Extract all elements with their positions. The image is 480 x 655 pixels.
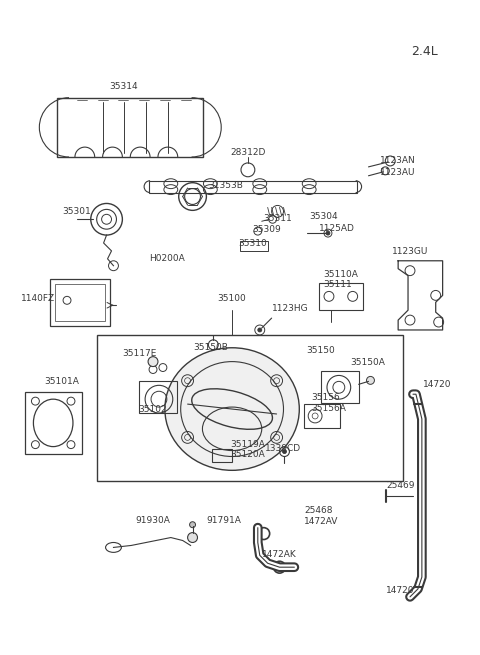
- Text: 35156A: 35156A: [311, 404, 346, 413]
- Circle shape: [367, 377, 374, 384]
- Text: 35150: 35150: [307, 346, 336, 354]
- Text: 35101A: 35101A: [45, 377, 80, 386]
- Text: 35309: 35309: [252, 225, 281, 234]
- Text: 35100: 35100: [218, 294, 246, 303]
- Text: 35117E: 35117E: [122, 348, 156, 358]
- Text: 25469: 25469: [386, 481, 415, 490]
- Bar: [149, 181, 357, 193]
- Text: 35119A: 35119A: [230, 440, 265, 449]
- Circle shape: [283, 449, 287, 453]
- Text: 35120A: 35120A: [230, 451, 265, 459]
- Bar: [96, 335, 403, 481]
- Text: 1123HG: 1123HG: [272, 304, 308, 313]
- Text: 14720: 14720: [386, 586, 415, 595]
- Bar: [50, 278, 109, 326]
- Ellipse shape: [165, 348, 300, 470]
- Text: H0200A: H0200A: [149, 253, 185, 263]
- Text: 35150A: 35150A: [351, 358, 385, 367]
- Text: 1339CD: 1339CD: [265, 443, 301, 453]
- Text: 35150B: 35150B: [193, 343, 228, 352]
- Text: 2.4L: 2.4L: [411, 45, 438, 58]
- Bar: [321, 371, 359, 403]
- Text: 1125AD: 1125AD: [319, 224, 355, 233]
- Text: 14720: 14720: [423, 381, 451, 389]
- Bar: [240, 241, 268, 251]
- Bar: [57, 98, 204, 157]
- Circle shape: [258, 328, 262, 332]
- Text: 35111: 35111: [323, 280, 352, 290]
- Bar: [319, 282, 362, 310]
- Text: 28312D: 28312D: [230, 148, 265, 157]
- Bar: [55, 284, 105, 321]
- Bar: [304, 404, 340, 428]
- Text: 1123AU: 1123AU: [380, 168, 416, 177]
- Text: 1123GU: 1123GU: [392, 247, 429, 256]
- Text: 35156: 35156: [311, 393, 340, 402]
- Circle shape: [326, 231, 330, 235]
- Bar: [139, 381, 177, 413]
- Text: 1472AK: 1472AK: [262, 550, 297, 559]
- Text: 35314: 35314: [109, 82, 138, 91]
- Text: 35301: 35301: [62, 207, 91, 216]
- Text: 35310: 35310: [238, 239, 267, 248]
- Bar: [24, 392, 82, 453]
- Bar: [212, 449, 232, 462]
- Text: 1472AV: 1472AV: [304, 517, 338, 526]
- Text: 35110A: 35110A: [323, 270, 358, 278]
- Text: 1123AN: 1123AN: [380, 156, 416, 165]
- Text: 25468: 25468: [304, 506, 333, 515]
- Text: 35102: 35102: [139, 405, 168, 414]
- Text: 1140FZ: 1140FZ: [21, 294, 55, 303]
- Text: 91930A: 91930A: [135, 515, 170, 525]
- Text: 35304: 35304: [309, 212, 338, 221]
- Circle shape: [148, 357, 158, 367]
- Text: 91791A: 91791A: [206, 515, 241, 525]
- Text: 35311: 35311: [264, 214, 292, 223]
- Text: 31353B: 31353B: [208, 181, 243, 189]
- Circle shape: [276, 564, 283, 570]
- Circle shape: [188, 533, 197, 542]
- Circle shape: [190, 522, 195, 528]
